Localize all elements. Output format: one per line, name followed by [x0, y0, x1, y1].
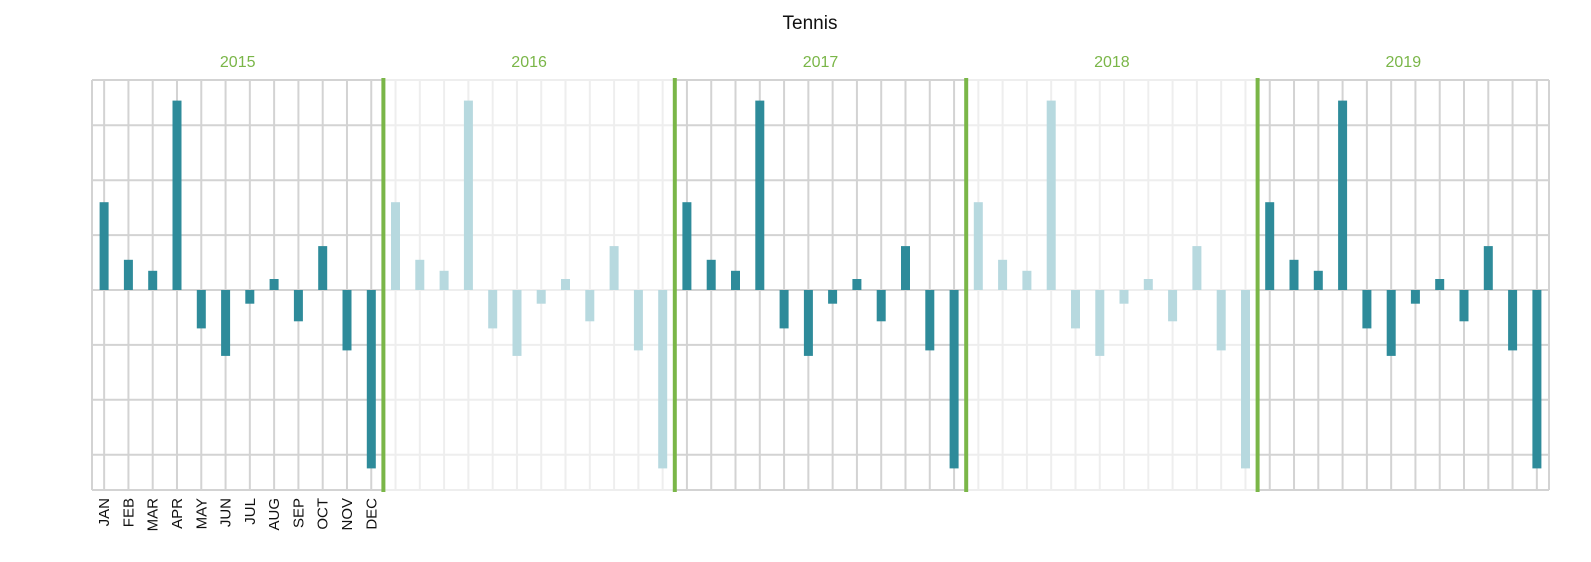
bar-2019-aug	[1435, 279, 1445, 290]
month-label-may: MAY	[193, 498, 210, 529]
bar-2016-jun	[512, 290, 522, 356]
bar-2017-may	[779, 290, 789, 329]
bar-2019-jul	[1410, 290, 1420, 304]
bar-2016-jan	[391, 202, 400, 290]
bar-2017-jul	[828, 290, 838, 304]
month-label-feb: FEB	[120, 498, 137, 527]
year-label-2018: 2018	[1094, 54, 1130, 71]
bar-2016-aug	[561, 279, 570, 290]
labels: 2015 2016 2017 2018 2019 JAN FEB MAR APR MAY JUN JU…	[96, 54, 1421, 531]
month-label-sep: SEP	[290, 498, 307, 528]
bar-2016-sep	[585, 290, 595, 322]
bar-2019-sep	[1459, 290, 1469, 322]
bar-2018-dec	[1241, 290, 1250, 469]
bar-2017-oct	[901, 246, 910, 290]
bar-2017-jan	[682, 202, 692, 290]
month-label-aug: AUG	[266, 498, 283, 531]
bar-2015-mar	[148, 270, 158, 290]
year-label-2019: 2019	[1386, 54, 1422, 71]
bar-2015-may	[196, 290, 206, 329]
bar-2015-apr	[172, 100, 182, 290]
bar-2016-apr	[463, 100, 473, 290]
bar-2018-mar	[1022, 270, 1032, 290]
bar-2019-dec	[1532, 290, 1542, 469]
bar-2019-apr	[1338, 100, 1348, 290]
month-label-jan: JAN	[96, 498, 113, 526]
bar-2016-jul	[536, 290, 546, 304]
bar-2018-jun	[1095, 290, 1105, 356]
year-label-2015: 2015	[220, 54, 256, 71]
bar-2017-feb	[706, 259, 716, 290]
month-label-jul: JUL	[242, 498, 259, 525]
bar-2015-sep	[293, 290, 303, 322]
bar-2016-dec	[658, 290, 668, 469]
month-label-oct: OCT	[315, 498, 332, 530]
bar-2019-feb	[1289, 259, 1299, 290]
bar-2015-jun	[221, 290, 231, 356]
bar-2019-oct	[1483, 246, 1493, 290]
bar-2016-mar	[439, 270, 449, 290]
month-label-jun: JUN	[218, 498, 235, 527]
bar-2017-dec	[949, 290, 959, 469]
bar-2016-oct	[609, 246, 619, 290]
year-label-2017: 2017	[803, 54, 839, 71]
bar-2018-oct	[1192, 246, 1202, 290]
bar-2017-jun	[803, 290, 813, 356]
bar-2016-may	[488, 290, 498, 329]
bar-2018-apr	[1046, 100, 1056, 290]
bar-2016-nov	[633, 290, 643, 351]
bar-2017-aug	[852, 279, 862, 290]
bar-2017-mar	[731, 270, 740, 290]
bar-2016-feb	[415, 259, 425, 290]
bar-2019-jun	[1386, 290, 1396, 356]
bar-2017-apr	[755, 100, 765, 290]
bar-2018-sep	[1168, 290, 1178, 322]
year-dividers	[381, 78, 1260, 492]
bar-2017-sep	[876, 290, 886, 322]
bar-2015-jan	[99, 202, 109, 290]
bar-2015-oct	[318, 246, 328, 290]
bar-2017-nov	[925, 290, 935, 351]
grid	[91, 79, 1550, 491]
chart-title: Tennis	[783, 13, 838, 34]
month-label-mar: MAR	[145, 498, 162, 532]
bar-2018-may	[1071, 290, 1080, 329]
bar-2018-jan	[973, 202, 983, 290]
bar-2015-aug	[269, 279, 279, 290]
bar-2018-feb	[998, 259, 1008, 290]
bar-2019-nov	[1508, 290, 1518, 351]
year-label-2016: 2016	[511, 54, 547, 71]
bar-2015-jul	[245, 290, 255, 304]
bar-2018-aug	[1143, 279, 1153, 290]
bar-2018-jul	[1119, 290, 1129, 304]
bar-2015-dec	[366, 290, 376, 469]
bar-2019-jan	[1265, 202, 1275, 290]
bar-2018-nov	[1216, 290, 1226, 351]
month-label-apr: APR	[169, 498, 186, 529]
bar-2019-may	[1362, 290, 1372, 329]
bars	[99, 100, 1542, 469]
bar-2015-nov	[342, 290, 352, 351]
month-label-dec: DEC	[363, 498, 380, 530]
month-label-nov: NOV	[339, 498, 356, 531]
bar-2019-mar	[1313, 270, 1323, 290]
bar-2015-feb	[123, 259, 133, 290]
